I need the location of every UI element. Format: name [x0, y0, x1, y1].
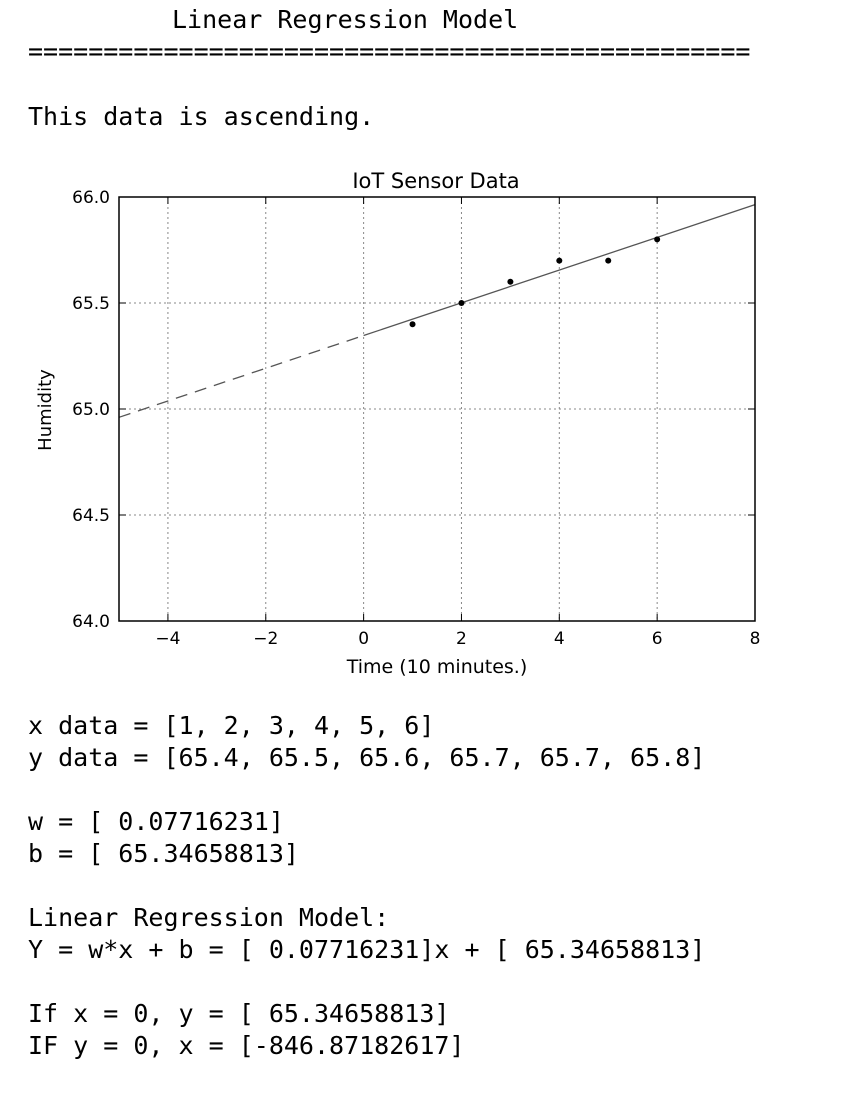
- y-zero-result: IF y = 0, x = [-846.87182617]: [28, 1031, 465, 1060]
- data-points: [409, 236, 661, 328]
- y-tick-label: 64.5: [72, 506, 110, 526]
- trend-description: This data is ascending.: [28, 102, 375, 131]
- x-tick-label: 8: [750, 629, 761, 649]
- y-data-line: y data = [65.4, 65.5, 65.6, 65.7, 65.7, …: [28, 743, 706, 772]
- y-tick-label: 64.0: [72, 612, 110, 632]
- x-axis-label: Time (10 minutes.): [346, 656, 528, 678]
- regression-line: [118, 204, 756, 418]
- model-heading: Linear Regression Model:: [28, 903, 390, 932]
- y-tick-label: 65.0: [72, 400, 110, 420]
- weight-line: w = [ 0.07716231]: [28, 807, 284, 836]
- y-axis-label: Humidity: [35, 369, 56, 451]
- x-tick-label: 6: [652, 629, 663, 649]
- data-point: [409, 321, 416, 328]
- regression-chart: IoT Sensor Data −4 −2 0 2 4 6 8 64.0 64.5 65.0 65…: [35, 169, 760, 678]
- model-equation: Y = w*x + b = [ 0.07716231]x + [ 65.3465…: [28, 935, 706, 964]
- x-tick-label: −2: [253, 629, 278, 649]
- title-underline: ========================================…: [28, 37, 751, 66]
- data-point: [556, 257, 563, 264]
- chart-grid: [119, 196, 756, 622]
- data-point: [605, 257, 612, 264]
- data-point: [654, 236, 661, 243]
- x-tick-label: 0: [358, 629, 369, 649]
- x-tick-label: 2: [456, 629, 467, 649]
- x-data-line: x data = [1, 2, 3, 4, 5, 6]: [28, 711, 435, 740]
- x-tick-label: 4: [554, 629, 565, 649]
- data-point: [458, 300, 465, 306]
- x-zero-result: If x = 0, y = [ 65.34658813]: [28, 999, 450, 1028]
- y-tick-label: 65.5: [72, 294, 110, 314]
- x-tick-label: −4: [155, 629, 180, 649]
- page-title: Linear Regression Model: [172, 5, 519, 34]
- data-point: [507, 278, 514, 285]
- x-tick-labels: −4 −2 0 2 4 6 8: [155, 629, 760, 649]
- fit-line-dashed: [118, 334, 364, 418]
- fit-line-solid: [363, 204, 756, 337]
- y-tick-labels: 64.0 64.5 65.0 65.5 66.0: [72, 188, 110, 632]
- bias-line: b = [ 65.34658813]: [28, 839, 299, 868]
- chart-title: IoT Sensor Data: [352, 169, 519, 193]
- axis-ticks: [119, 196, 756, 622]
- y-tick-label: 66.0: [72, 188, 110, 208]
